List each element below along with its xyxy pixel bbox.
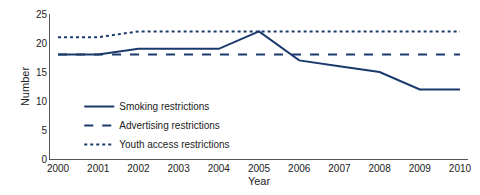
svg-text:2008: 2008 (368, 163, 391, 174)
svg-text:2010: 2010 (449, 163, 472, 174)
svg-text:2003: 2003 (167, 163, 190, 174)
svg-text:2002: 2002 (127, 163, 150, 174)
svg-text:2000: 2000 (47, 163, 70, 174)
svg-text:0: 0 (41, 154, 47, 165)
svg-text:15: 15 (36, 67, 48, 78)
svg-text:2005: 2005 (248, 163, 271, 174)
svg-text:Youth access restrictions: Youth access restrictions (119, 139, 229, 150)
svg-text:10: 10 (36, 96, 48, 107)
svg-text:2006: 2006 (288, 163, 311, 174)
svg-text:2004: 2004 (208, 163, 231, 174)
svg-text:2001: 2001 (87, 163, 110, 174)
svg-text:2007: 2007 (328, 163, 351, 174)
svg-text:2009: 2009 (409, 163, 432, 174)
svg-text:25: 25 (36, 9, 48, 20)
svg-text:5: 5 (41, 125, 47, 136)
svg-text:Advertising restrictions: Advertising restrictions (119, 120, 220, 131)
svg-text:Number: Number (19, 67, 31, 106)
svg-text:Year: Year (248, 175, 271, 187)
svg-text:20: 20 (36, 38, 48, 49)
svg-text:Smoking restrictions: Smoking restrictions (119, 101, 209, 112)
